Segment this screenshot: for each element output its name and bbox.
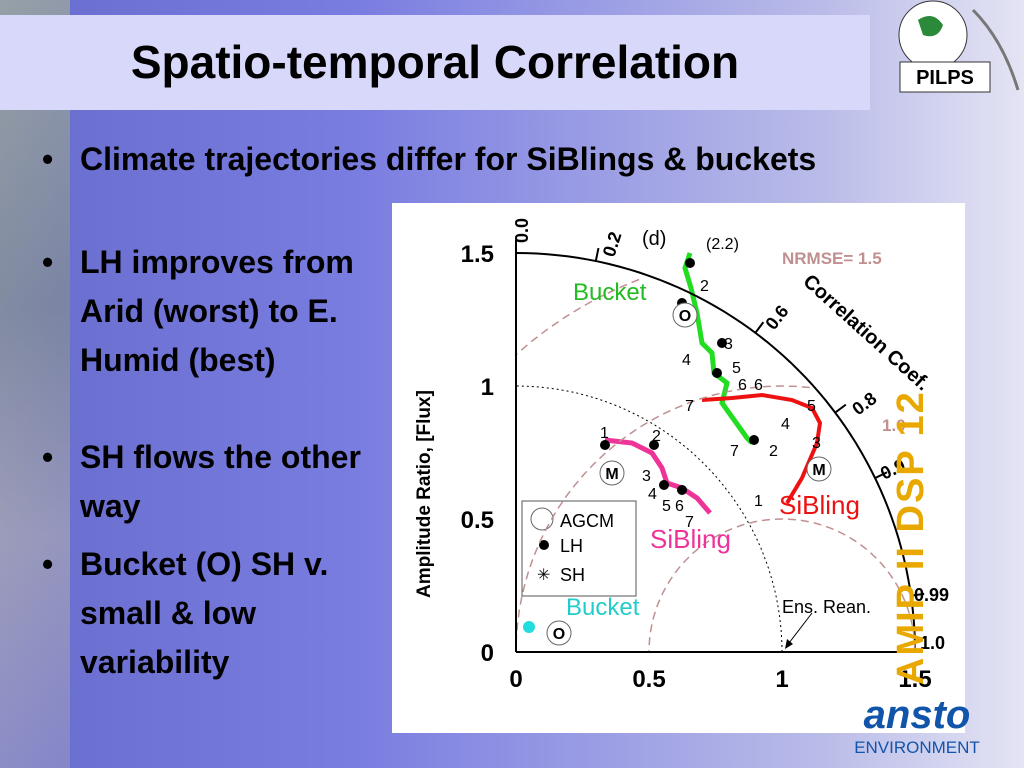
legend-label: SH: [560, 565, 585, 585]
point-label: 7: [685, 398, 694, 415]
rmse-arc: [514, 278, 640, 357]
point-label: 5: [662, 498, 671, 515]
x-tick-label: 0.5: [632, 666, 665, 693]
point-label: 3: [724, 336, 733, 353]
annotation: Bucket: [566, 594, 640, 621]
point-label: 2: [652, 428, 661, 445]
corr-tick: [910, 592, 925, 597]
annotation: SiBling: [779, 490, 860, 520]
brand: ansto: [864, 693, 971, 737]
point-label: 2: [769, 443, 778, 460]
x-tick-label: 0: [509, 666, 522, 693]
panel-label: (d): [642, 228, 666, 250]
footer-logo: ansto ENVIRONMENT: [854, 693, 980, 757]
point-label: 6: [738, 377, 747, 394]
side-label: AMIP II DSP 12: [890, 390, 932, 685]
title: Spatio-temporal Correlation: [130, 36, 740, 88]
x-tick-label: 1.5: [898, 666, 931, 693]
y-tick-label: 0.5: [461, 507, 494, 534]
point-label: 6: [754, 377, 763, 394]
marker-label: O: [679, 308, 691, 325]
point-label: 7: [730, 443, 739, 460]
corr-tick: [594, 247, 600, 262]
brand-sub: ENVIRONMENT: [854, 738, 980, 757]
rmse-arc: [648, 518, 916, 653]
point-label: 4: [648, 486, 657, 503]
point-label: 3: [812, 435, 821, 452]
outer-arc: [515, 252, 916, 653]
legend-label: AGCM: [560, 511, 614, 531]
curve-sibling-lh: [604, 437, 712, 515]
corr-tick: [834, 403, 847, 414]
y-tick-label: 1.5: [461, 241, 494, 268]
point-label: 4: [682, 352, 691, 369]
title-box: Spatio-temporal Correlation: [0, 15, 870, 110]
bullet: Climate trajectories differ for SiBlings…: [42, 135, 840, 184]
rmse-arc: [515, 385, 810, 653]
point-label: 6: [675, 498, 684, 515]
logo: PILPS: [898, 0, 1020, 93]
point-label: 4: [781, 416, 790, 433]
marker-label: O: [553, 626, 565, 643]
bullet: Bucket (O) SH v. small & low variability: [42, 540, 400, 687]
y-tick-label: 1: [481, 374, 494, 401]
svg-text:✳: ✳: [537, 567, 550, 584]
y-tick-label: 0: [481, 640, 494, 667]
annotation: SiBling: [650, 524, 731, 554]
x-tick-label: 1: [775, 666, 788, 693]
legend-label: LH: [560, 536, 583, 556]
y-axis-label: Amplitude Ratio, [Flux]: [414, 390, 435, 598]
annotation: Ens. Rean.: [782, 597, 871, 617]
corr-tick-label: 0.99: [914, 585, 949, 605]
marker-label: M: [605, 466, 618, 483]
corr-tick-label: 1.0: [920, 633, 945, 653]
point-label: 1: [600, 425, 609, 442]
bullet: SH flows the other way: [42, 433, 380, 531]
nrmse-label: 1.0: [882, 416, 906, 435]
bullet: LH improves from Arid (worst) to E. Humi…: [42, 238, 380, 385]
nrmse-label: NRMSE= 1.5: [782, 249, 882, 268]
corr-tick-label: 0.0: [512, 218, 532, 243]
annotation: (2.2): [706, 236, 739, 253]
corr-tick: [874, 471, 888, 479]
point-label: 2: [700, 278, 709, 295]
point-label: 5: [732, 360, 741, 377]
marker-label: M: [812, 462, 825, 479]
logo-text: PILPS: [916, 67, 974, 89]
point-label: 5: [807, 398, 816, 415]
annotation: Bucket: [573, 279, 647, 306]
point-label: 3: [642, 468, 651, 485]
corr-tick: [754, 321, 765, 334]
curve-bucket-lh: [682, 252, 754, 445]
point-label: 7: [685, 514, 694, 531]
point-label: 1: [754, 493, 763, 510]
